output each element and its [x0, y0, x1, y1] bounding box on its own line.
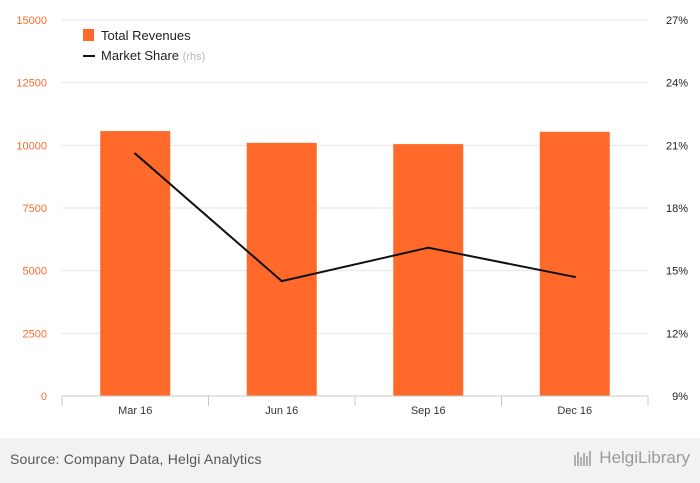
legend: Total Revenues Market Share (rhs) [83, 28, 205, 63]
library-icon [574, 451, 592, 466]
logo-text: HelgiLibrary [599, 448, 690, 467]
y-left-tick-label: 0 [41, 391, 47, 403]
legend-swatch-bar [83, 29, 94, 41]
legend-label-market-share: Market Share (rhs) [101, 48, 205, 63]
y-left-tick-label: 15000 [16, 15, 47, 27]
x-tick-label: Jun 16 [265, 405, 298, 417]
bar [393, 144, 464, 396]
line-point [280, 279, 283, 283]
market-share-line [134, 152, 575, 283]
y-right-tick-label: 15% [666, 266, 688, 278]
y-right-tick-label: 24% [666, 78, 688, 90]
legend-label-total-revenues: Total Revenues [101, 28, 191, 43]
legend-rhs-suffix: (rhs) [183, 51, 206, 63]
footer: Source: Company Data, Helgi Analytics He… [0, 438, 700, 483]
y-right-tick-label: 21% [666, 140, 688, 152]
axes: 0 9% 2500 12% 5000 15% 7500 18% 10000 21% 12500 24%… [16, 15, 688, 417]
line-point [134, 152, 137, 155]
source-text: Source: Company Data, Helgi Analytics [10, 451, 262, 467]
y-right-tick-label: 27% [666, 15, 688, 27]
bar [100, 131, 171, 396]
y-left-tick-label: 2500 [23, 328, 47, 340]
bar [246, 142, 317, 396]
line-point [427, 246, 430, 249]
line-series [134, 152, 576, 283]
line-point [573, 275, 576, 279]
y-left-tick-label: 5000 [23, 266, 47, 278]
y-left-tick-label: 7500 [23, 203, 47, 215]
bar-series [100, 131, 610, 396]
y-right-tick-label: 12% [666, 328, 688, 340]
bar [539, 131, 610, 396]
x-tick-label: Dec 16 [557, 405, 592, 417]
y-right-tick-label: 9% [672, 391, 688, 403]
x-tick-label: Mar 16 [118, 405, 152, 417]
y-right-tick-label: 18% [666, 203, 688, 215]
x-tick-label: Sep 16 [411, 405, 446, 417]
y-left-tick-label: 12500 [16, 78, 47, 90]
helgi-library-logo: HelgiLibrary [573, 448, 690, 468]
y-left-tick-label: 10000 [16, 140, 47, 152]
